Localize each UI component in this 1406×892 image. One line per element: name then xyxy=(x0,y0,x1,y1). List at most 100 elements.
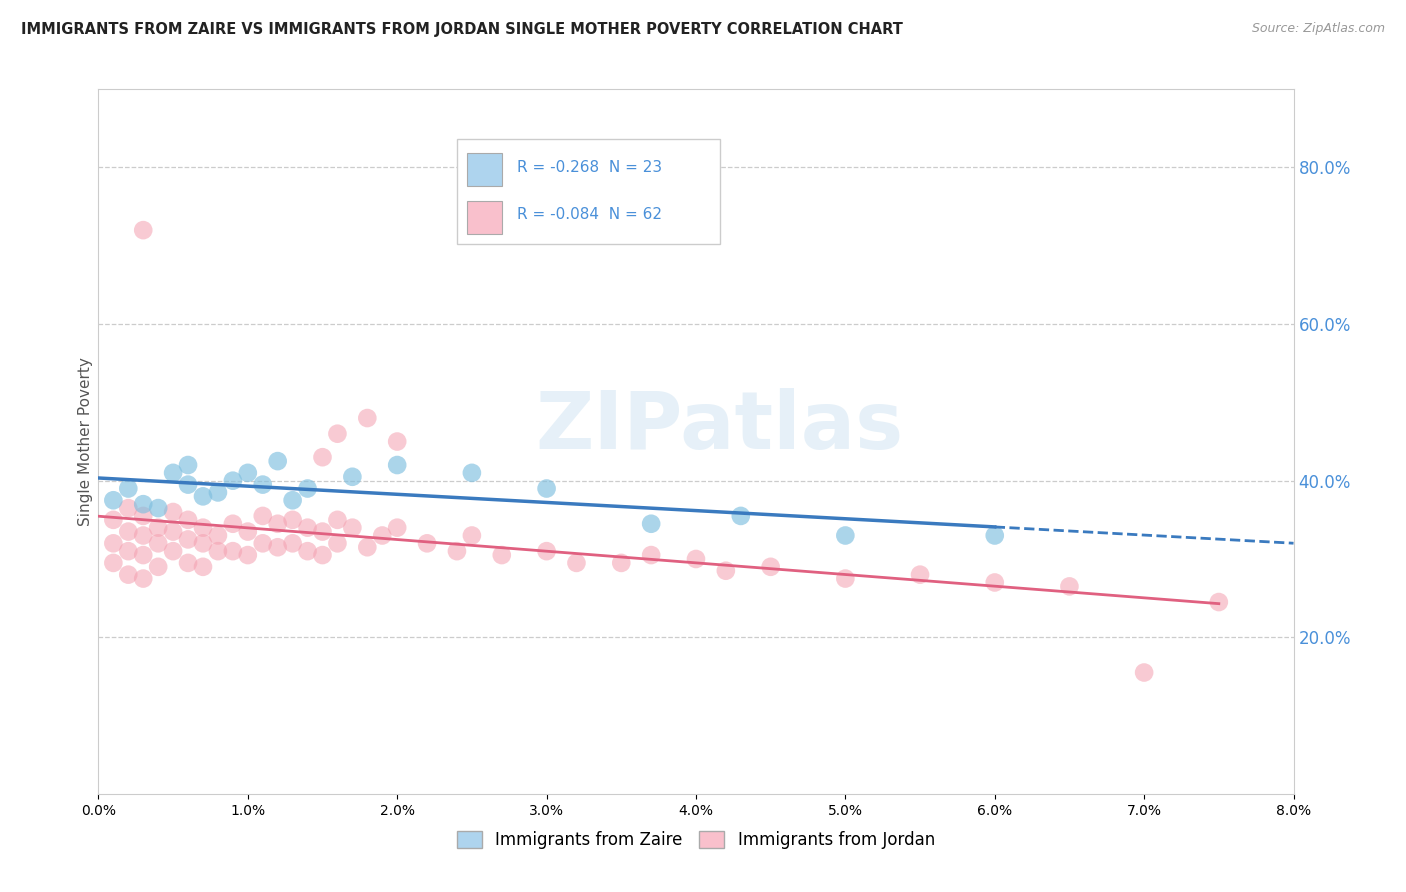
Point xyxy=(162,524,184,539)
Text: Source: ZipAtlas.com: Source: ZipAtlas.com xyxy=(1251,22,1385,36)
Point xyxy=(177,533,200,547)
Point xyxy=(148,501,170,516)
Point xyxy=(267,454,290,468)
Point xyxy=(207,544,229,558)
Point xyxy=(252,477,274,491)
Point xyxy=(536,544,558,558)
Point xyxy=(311,548,333,562)
Point xyxy=(297,521,319,535)
Point xyxy=(132,548,155,562)
Point xyxy=(222,474,245,488)
Point xyxy=(984,528,1007,542)
Point xyxy=(326,426,349,441)
Point xyxy=(640,548,662,562)
Point xyxy=(685,552,707,566)
Point xyxy=(311,524,333,539)
FancyBboxPatch shape xyxy=(467,201,502,234)
Point xyxy=(730,508,752,523)
Point xyxy=(834,528,856,542)
Point xyxy=(191,521,214,535)
Point xyxy=(162,466,184,480)
Text: R = -0.084  N = 62: R = -0.084 N = 62 xyxy=(517,207,662,222)
Point xyxy=(236,466,259,480)
Point xyxy=(103,556,125,570)
Y-axis label: Single Mother Poverty: Single Mother Poverty xyxy=(77,357,93,526)
Point xyxy=(252,536,274,550)
Point xyxy=(281,513,304,527)
Point xyxy=(177,477,200,491)
Point xyxy=(103,513,125,527)
Point xyxy=(117,524,139,539)
Point xyxy=(132,497,155,511)
Point xyxy=(236,524,259,539)
Point xyxy=(132,528,155,542)
FancyBboxPatch shape xyxy=(467,153,502,186)
Point xyxy=(191,536,214,550)
Point xyxy=(640,516,662,531)
Point xyxy=(297,482,319,496)
Point xyxy=(491,548,513,562)
Point xyxy=(356,411,378,425)
Point xyxy=(326,513,349,527)
Point xyxy=(267,516,290,531)
Point xyxy=(162,505,184,519)
Point xyxy=(908,567,931,582)
Point xyxy=(461,528,484,542)
Point xyxy=(536,482,558,496)
Point xyxy=(342,469,364,483)
Point xyxy=(834,572,856,586)
Point xyxy=(1208,595,1230,609)
Point xyxy=(148,521,170,535)
Point xyxy=(177,556,200,570)
Point xyxy=(132,223,155,237)
Point xyxy=(385,434,409,449)
Point xyxy=(252,508,274,523)
Point xyxy=(342,521,364,535)
Point xyxy=(416,536,439,550)
Point xyxy=(984,575,1007,590)
Point xyxy=(191,489,214,503)
Point xyxy=(385,458,409,472)
Point xyxy=(446,544,468,558)
Point xyxy=(103,493,125,508)
Point xyxy=(297,544,319,558)
Point xyxy=(222,544,245,558)
Point xyxy=(610,556,633,570)
Point xyxy=(148,536,170,550)
Point xyxy=(222,516,245,531)
Point xyxy=(236,548,259,562)
Point xyxy=(207,485,229,500)
Point xyxy=(371,528,394,542)
Point xyxy=(177,458,200,472)
Point xyxy=(103,536,125,550)
Point xyxy=(117,501,139,516)
Point xyxy=(759,559,782,574)
Point xyxy=(132,572,155,586)
Point xyxy=(565,556,588,570)
Point xyxy=(714,564,737,578)
Point xyxy=(281,493,304,508)
Text: IMMIGRANTS FROM ZAIRE VS IMMIGRANTS FROM JORDAN SINGLE MOTHER POVERTY CORRELATIO: IMMIGRANTS FROM ZAIRE VS IMMIGRANTS FROM… xyxy=(21,22,903,37)
FancyBboxPatch shape xyxy=(457,138,720,244)
Point xyxy=(326,536,349,550)
Point xyxy=(385,521,409,535)
Point xyxy=(311,450,333,465)
Point xyxy=(191,559,214,574)
Point xyxy=(267,540,290,554)
Point xyxy=(207,528,229,542)
Point xyxy=(117,482,139,496)
Point xyxy=(461,466,484,480)
Point xyxy=(117,567,139,582)
Point xyxy=(132,508,155,523)
Text: ZIPatlas: ZIPatlas xyxy=(536,388,904,467)
Point xyxy=(356,540,378,554)
Point xyxy=(1133,665,1156,680)
Point xyxy=(177,513,200,527)
Point xyxy=(117,544,139,558)
Point xyxy=(1059,579,1081,593)
Legend: Immigrants from Zaire, Immigrants from Jordan: Immigrants from Zaire, Immigrants from J… xyxy=(450,824,942,856)
Text: R = -0.268  N = 23: R = -0.268 N = 23 xyxy=(517,160,662,175)
Point xyxy=(281,536,304,550)
Point xyxy=(148,559,170,574)
Point xyxy=(162,544,184,558)
